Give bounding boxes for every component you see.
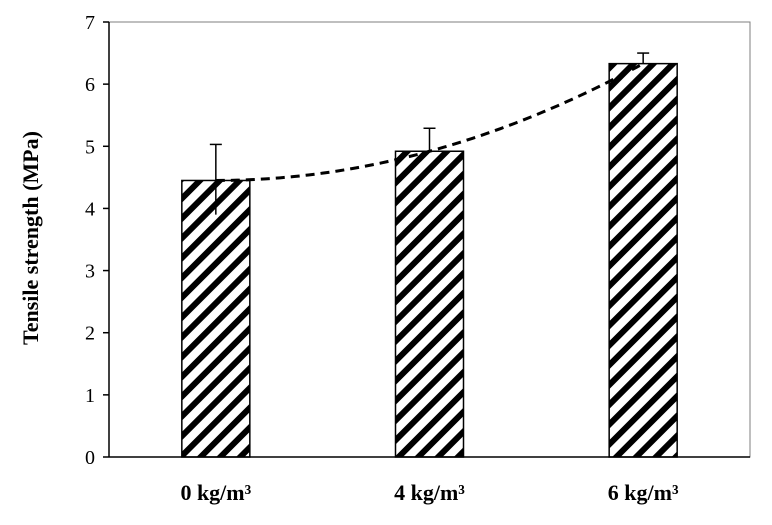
y-tick-label: 0 bbox=[85, 447, 95, 469]
x-category-label: 0 kg/m³ bbox=[180, 480, 251, 505]
bar bbox=[181, 179, 251, 458]
trendline bbox=[215, 62, 644, 182]
x-category-label: 4 kg/m³ bbox=[394, 480, 465, 505]
y-tick-label: 1 bbox=[85, 385, 95, 407]
y-tick-label: 7 bbox=[85, 12, 95, 34]
bar bbox=[608, 62, 678, 458]
y-tick-label: 2 bbox=[85, 323, 95, 345]
y-axis-title: Tensile strength (MPa) bbox=[18, 131, 43, 345]
y-tick-label: 3 bbox=[85, 261, 95, 283]
y-tick-label: 5 bbox=[85, 136, 95, 158]
bar bbox=[394, 150, 465, 458]
x-category-label: 6 kg/m³ bbox=[608, 480, 679, 505]
y-tick-label: 6 bbox=[85, 74, 95, 96]
y-tick-label: 4 bbox=[85, 198, 95, 220]
